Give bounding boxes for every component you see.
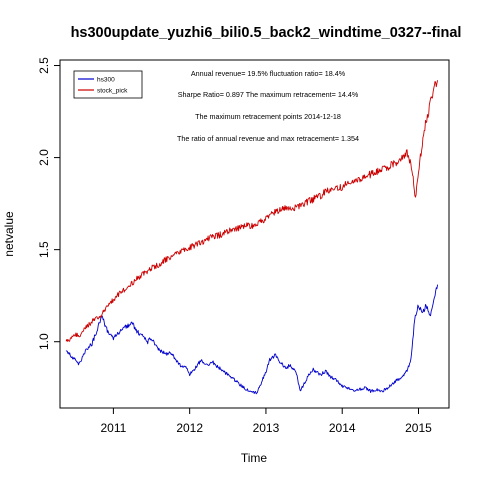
series-line-hs300 bbox=[65, 284, 439, 395]
legend-label-stock-pick: stock_pick bbox=[97, 88, 128, 95]
legend-box bbox=[73, 70, 143, 99]
plot-frame bbox=[59, 59, 450, 409]
chart-title: hs300update_yuzhi6_bili0.5_back2_windtim… bbox=[71, 25, 462, 41]
series-layer bbox=[65, 80, 439, 395]
legend: hs300 stock_pick bbox=[73, 70, 143, 99]
legend-label-hs300: hs300 bbox=[97, 77, 115, 84]
x-tick-label-2012: 2012 bbox=[176, 421, 203, 435]
annotation-retracement-point: The maximum retracement points 2014-12-1… bbox=[195, 112, 341, 121]
annotation-sharpe: Sharpe Ratio= 0.897 The maximum retracem… bbox=[178, 90, 359, 99]
x-tick-label-2011: 2011 bbox=[100, 421, 126, 435]
x-tick-label-2014: 2014 bbox=[329, 421, 356, 435]
y-tick-label-2.5: 2.5 bbox=[37, 57, 51, 74]
x-tick-label-2013: 2013 bbox=[253, 421, 280, 435]
y-tick-label-1.0: 1.0 bbox=[37, 333, 51, 350]
y-axis-label: netvalue bbox=[2, 211, 16, 257]
y-tick-label-1.5: 1.5 bbox=[37, 241, 51, 258]
series-line-stock-pick bbox=[65, 80, 439, 342]
y-tick-label-2.0: 2.0 bbox=[37, 149, 51, 166]
x-axis: 2011 2012 2013 2014 2015 bbox=[100, 408, 432, 435]
annotation-ratio: The ratio of annual revenue and max retr… bbox=[177, 134, 359, 143]
annotation-revenue: Annual revenue= 19.5% fluctuation ratio=… bbox=[191, 69, 346, 78]
y-axis: 1.0 1.5 2.0 2.5 bbox=[37, 57, 60, 350]
x-tick-label-2015: 2015 bbox=[405, 421, 432, 435]
x-axis-label: Time bbox=[241, 451, 268, 465]
